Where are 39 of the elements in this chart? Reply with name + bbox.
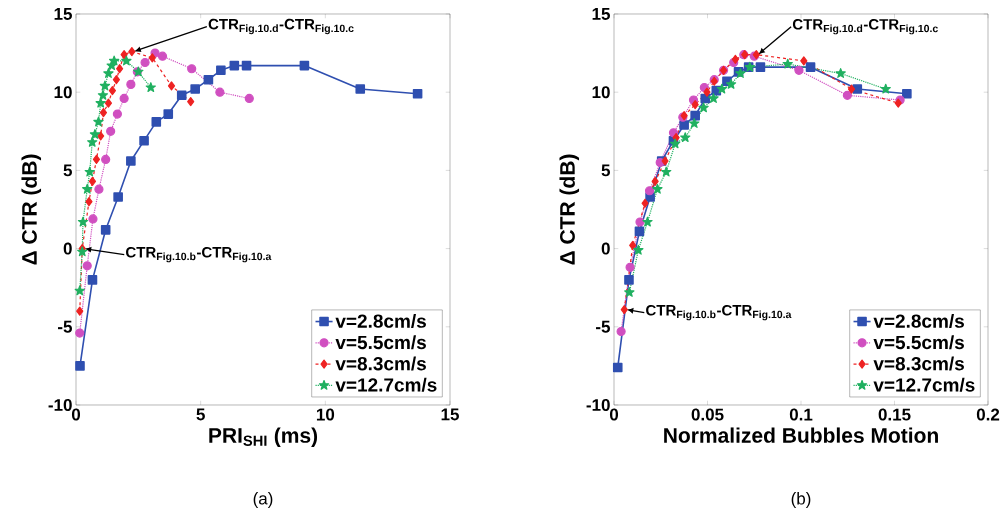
x-tick-label: 15	[441, 408, 459, 421]
y-tick-label: 10	[54, 86, 72, 99]
legend-label: v=8.3cm/s	[873, 356, 964, 371]
annotation: CTR$_{Fig.10.b}$-CTR$_{Fig.10.a}$	[646, 304, 792, 321]
legend-label: v=2.8cm/s	[873, 313, 964, 329]
y-tick-label: 5	[601, 164, 611, 177]
x-tick-label: 0.2	[976, 408, 1000, 421]
x-tick-label: 0	[71, 408, 81, 421]
x-tick-label: 0.05	[691, 408, 724, 421]
x-tick-label: 5	[196, 408, 205, 421]
y-tick-label: -5	[58, 320, 72, 333]
y-axis-title: Δ CTR (dB)	[559, 154, 580, 265]
y-tick-label: 0	[601, 242, 610, 255]
annotation: CTR$_{Fig.10.d}$-CTR$_{Fig.10.c}$	[208, 18, 354, 35]
annotation: CTR$_{Fig.10.d}$-CTR$_{Fig.10.c}$	[792, 18, 938, 35]
x-tick-label: 10	[316, 408, 335, 421]
legend-label: v=12.7cm/s	[335, 377, 437, 392]
y-tick-label: -10	[586, 398, 610, 412]
legend-label: v=12.7cm/s	[873, 377, 975, 392]
y-tick-label: 0	[63, 242, 72, 255]
text: (a)	[253, 492, 273, 508]
legend-label: v=8.3cm/s	[335, 356, 426, 371]
y-tick-label: -5	[596, 320, 611, 333]
x-tick-label: 0	[609, 408, 619, 421]
y-tick-label: -10	[48, 398, 72, 412]
y-tick-label: 10	[592, 86, 610, 99]
legend-label: v=5.5cm/s	[873, 335, 964, 350]
y-tick-label: 15	[54, 8, 72, 20]
x-tick-label: 0.1	[789, 408, 813, 421]
y-tick-label: 5	[63, 164, 72, 177]
annotation: CTR$_{Fig.10.b}$-CTR$_{Fig.10.a}$	[126, 246, 272, 263]
x-tick-label: 0.15	[878, 408, 911, 421]
legend-label: v=2.8cm/s	[335, 313, 426, 329]
x-axis-title: Normalized Bubbles Motion	[664, 427, 938, 443]
x-axis-title: PRI$_{SHI}$ (ms)	[209, 427, 318, 448]
y-axis-title: Δ CTR (dB)	[21, 154, 42, 265]
legend-label: v=5.5cm/s	[335, 335, 426, 350]
y-tick-label: 15	[592, 8, 611, 20]
text: (b)	[791, 492, 811, 508]
